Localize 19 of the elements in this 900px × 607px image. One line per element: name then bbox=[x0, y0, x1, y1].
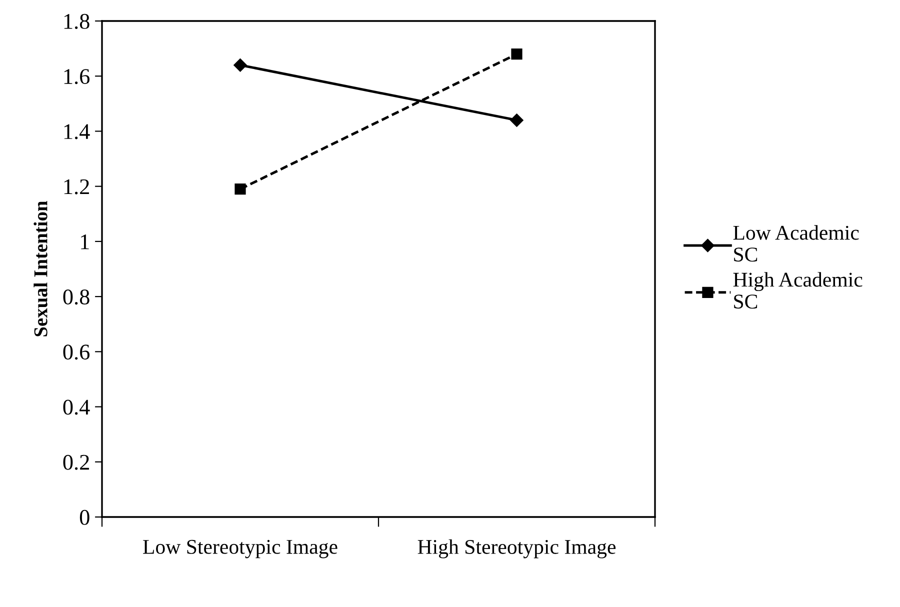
y-tick-label: 0.8 bbox=[63, 289, 90, 305]
x-tick-label: Low Stereotypic Image bbox=[143, 540, 338, 558]
y-tick-label: 1.4 bbox=[64, 124, 90, 140]
point bbox=[234, 184, 246, 195]
y-tick-label: 0.4 bbox=[63, 400, 90, 415]
legend-label: High Academic SC bbox=[733, 272, 862, 309]
x-tick-label: High Stereotypic Image bbox=[418, 539, 616, 558]
y-tick-label: 1.8 bbox=[64, 14, 90, 30]
y-tick-label: 1 bbox=[81, 234, 89, 250]
y-tick-label: 1.2 bbox=[64, 179, 89, 194]
point bbox=[510, 114, 524, 127]
y-tick-label: 0.2 bbox=[63, 454, 89, 470]
point bbox=[511, 48, 522, 60]
legend-label: Low Academic SC bbox=[733, 225, 859, 262]
point bbox=[234, 58, 247, 72]
y-tick-label: 0 bbox=[80, 510, 90, 525]
y-axis-title: Sexual Intention bbox=[34, 200, 48, 336]
y-tick-label: 0.6 bbox=[63, 344, 90, 360]
y-tick-label: 1.6 bbox=[64, 69, 90, 84]
